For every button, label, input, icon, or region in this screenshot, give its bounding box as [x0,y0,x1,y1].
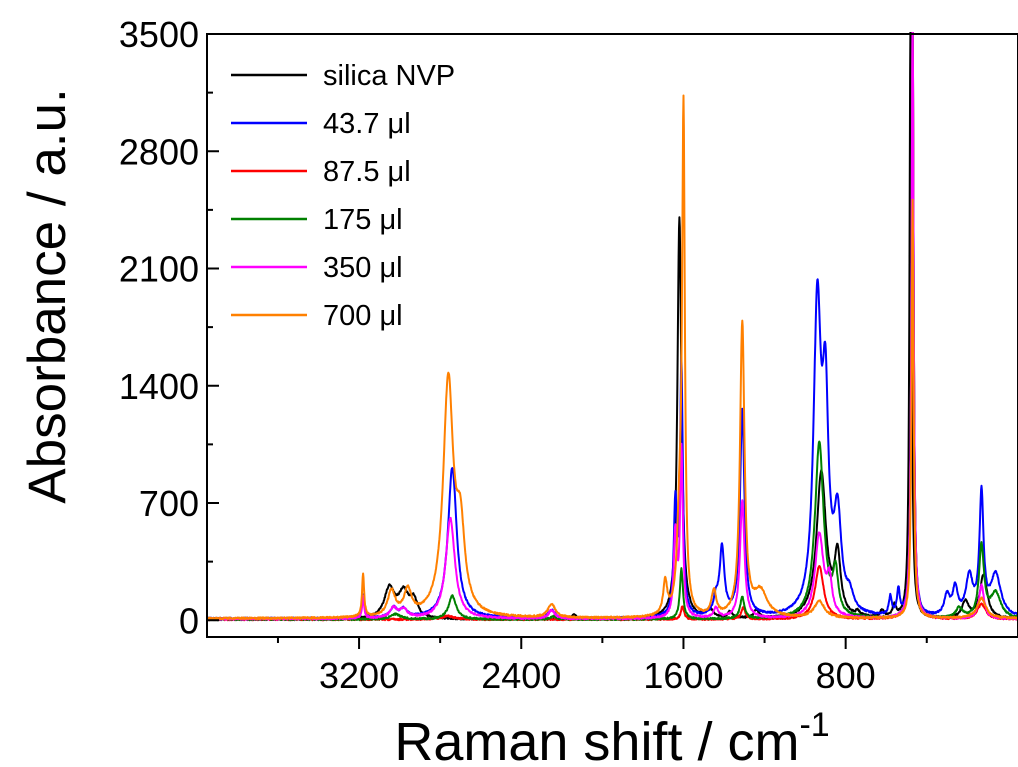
legend-label: 350 μl [323,252,403,284]
legend-label: 175 μl [323,204,403,236]
y-tick-label: 1400 [119,366,199,407]
series-line [207,94,1018,621]
x-tick-label: 1600 [643,655,723,696]
x-tick-label: 800 [816,655,876,696]
y-tick-label: 700 [139,483,199,524]
x-tick-label: 2400 [481,655,561,696]
legend: silica NVP 43.7 μl 87.5 μl 175 μl 350 μl 700 … [231,60,455,332]
x-tick-label: 3200 [319,655,399,696]
y-axis-title: Absorbance / a.u. [18,88,77,503]
y-tick-label: 0 [179,600,199,641]
x-axis-title: Raman shift / cm-1 [394,706,829,767]
legend-label: 43.7 μl [323,108,411,140]
ticks-layer: 0 700 1400 2100 2800 3500 3200 2400 1600 800 [119,14,928,696]
plot-frame [206,33,1018,638]
series-layer [207,32,1018,622]
legend-label: 700 μl [323,300,403,332]
y-tick-label: 2100 [119,249,199,290]
legend-label: silica NVP [323,60,455,92]
x-axis-title-text: Raman shift / cm [394,712,799,767]
y-tick-label: 2800 [119,131,199,172]
y-tick-label: 3500 [119,14,199,55]
x-axis-title-superscript: -1 [799,706,829,744]
legend-label: 87.5 μl [323,156,411,188]
